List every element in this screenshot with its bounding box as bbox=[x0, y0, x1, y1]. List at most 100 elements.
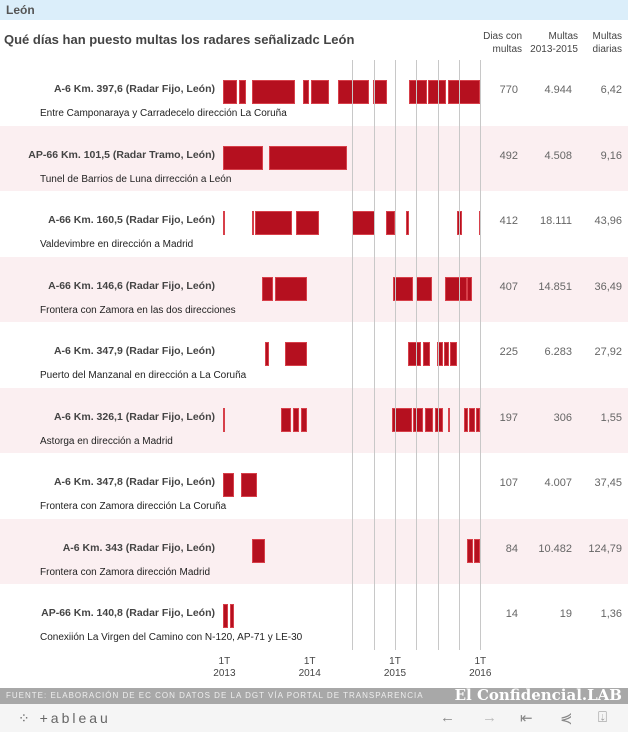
radar-location: Astorga en dirección a Madrid bbox=[40, 435, 173, 447]
fine-period-bar[interactable] bbox=[435, 407, 443, 432]
fine-period-bar[interactable] bbox=[469, 407, 476, 432]
fine-period-bar[interactable] bbox=[293, 407, 299, 432]
fine-period-bar[interactable] bbox=[447, 407, 451, 432]
multas-diarias: 9,16 bbox=[600, 149, 622, 162]
fine-period-bar[interactable] bbox=[222, 211, 226, 235]
fine-period-bar[interactable] bbox=[255, 211, 292, 235]
fine-period-bar[interactable] bbox=[261, 276, 273, 301]
fine-period-bar[interactable] bbox=[268, 145, 348, 170]
fine-period-bar[interactable] bbox=[391, 407, 413, 432]
fine-period-bar[interactable] bbox=[251, 538, 266, 563]
col-header-dias: Dias con multas bbox=[483, 30, 522, 56]
fine-period-bar[interactable] bbox=[229, 604, 234, 628]
fine-period-bar[interactable] bbox=[436, 342, 443, 366]
fine-period-bar[interactable] bbox=[464, 407, 469, 432]
fine-period-bar[interactable] bbox=[406, 211, 409, 235]
fine-period-bar[interactable] bbox=[447, 80, 481, 104]
dias-con-multas: 84 bbox=[505, 542, 518, 555]
dias-con-multas: 407 bbox=[499, 280, 518, 293]
radar-row[interactable]: A-66 Km. 146,6 (Radar Fijo, León) Fronter… bbox=[0, 256, 628, 322]
download-icon[interactable]: ⍗ bbox=[598, 709, 608, 726]
revert-icon[interactable]: ⇤ bbox=[520, 710, 533, 727]
fine-period-bar[interactable] bbox=[251, 211, 255, 235]
fine-period-bar[interactable] bbox=[466, 276, 472, 301]
radar-label: A-6 Km. 397,6 (Radar Fijo, León) bbox=[53, 83, 215, 95]
fine-period-bar[interactable] bbox=[393, 276, 413, 301]
fine-period-bar[interactable] bbox=[407, 342, 421, 366]
fine-period-bar[interactable] bbox=[424, 407, 433, 432]
col-header-line: Multas bbox=[592, 31, 622, 42]
radar-location: Entre Camponaraya y Carradecelo direcció… bbox=[40, 108, 287, 119]
col-header-line: diarias bbox=[592, 44, 622, 55]
fine-period-bar[interactable] bbox=[466, 538, 474, 563]
fine-period-bar[interactable] bbox=[265, 342, 269, 366]
radar-row[interactable]: A-66 Km. 160,5 (Radar Fijo, León) Valdevi… bbox=[0, 191, 628, 256]
redo-icon[interactable]: → bbox=[482, 709, 497, 726]
radar-row[interactable]: A-6 Km. 326,1 (Radar Fijo, León) Astorga … bbox=[0, 387, 628, 453]
fine-period-bar[interactable] bbox=[274, 276, 308, 301]
fine-period-bar[interactable] bbox=[337, 80, 370, 104]
fine-period-bar[interactable] bbox=[301, 407, 308, 432]
fine-period-bar[interactable] bbox=[302, 80, 309, 104]
tick-quarter: 1T bbox=[218, 656, 231, 667]
fine-period-bar[interactable] bbox=[311, 80, 330, 104]
fine-period-bar[interactable] bbox=[222, 145, 263, 170]
fine-period-bar[interactable] bbox=[412, 407, 424, 432]
fine-period-bar[interactable] bbox=[222, 407, 226, 432]
fine-period-bar[interactable] bbox=[476, 407, 481, 432]
col-header-line: Dias con bbox=[483, 31, 522, 42]
fine-period-bar[interactable] bbox=[478, 211, 481, 235]
radar-label: A-6 Km. 343 (Radar Fijo, León) bbox=[62, 541, 215, 554]
fine-period-bar[interactable] bbox=[372, 80, 388, 104]
radar-row[interactable]: AP-66 Km. 140,8 (Radar Fijo, León) Conexi… bbox=[0, 584, 628, 649]
tableau-logo-text: +ableau bbox=[39, 710, 111, 726]
fine-period-bar[interactable] bbox=[408, 80, 427, 104]
fine-period-bar[interactable] bbox=[280, 407, 291, 432]
fine-period-bar[interactable] bbox=[423, 342, 430, 366]
radar-label: A-6 Km. 347,9 (Radar Fijo, León) bbox=[53, 345, 215, 357]
share-icon[interactable]: ⋞ bbox=[560, 710, 573, 727]
multas-total: 306 bbox=[553, 411, 572, 424]
radar-label: A-66 Km. 146,6 (Radar Fijo, León) bbox=[48, 279, 215, 292]
fine-period-bar[interactable] bbox=[443, 342, 449, 366]
chart-title: Qué días han puesto multas los radares s… bbox=[4, 32, 355, 47]
undo-icon[interactable]: ← bbox=[440, 709, 455, 726]
radar-row[interactable]: A-6 Km. 343 (Radar Fijo, León) Frontera c… bbox=[0, 518, 628, 584]
tableau-logo[interactable]: ⁘ +ableau bbox=[18, 710, 111, 727]
fine-period-bar[interactable] bbox=[474, 538, 481, 563]
fine-period-bar[interactable] bbox=[222, 80, 238, 104]
dias-con-multas: 197 bbox=[499, 411, 518, 424]
radar-row[interactable]: A-6 Km. 347,8 (Radar Fijo, León) Frontera… bbox=[0, 453, 628, 518]
fine-period-bar[interactable] bbox=[238, 80, 246, 104]
radar-location: Frontera con Zamora dirección La Coruña bbox=[40, 501, 227, 512]
radar-label: A-6 Km. 347,8 (Radar Fijo, León) bbox=[53, 476, 215, 488]
multas-total: 19 bbox=[559, 608, 572, 620]
radar-row[interactable]: A-6 Km. 347,9 (Radar Fijo, León) Puerto d… bbox=[0, 322, 628, 387]
fine-period-bar[interactable] bbox=[222, 473, 234, 497]
radar-row[interactable]: A-6 Km. 397,6 (Radar Fijo, León) Entre Ca… bbox=[0, 60, 628, 125]
fine-period-bar[interactable] bbox=[416, 276, 432, 301]
fine-period-bar[interactable] bbox=[296, 211, 320, 235]
radar-location: Conexiión La Virgen del Camino con N-120… bbox=[40, 632, 303, 643]
radar-label: A-66 Km. 160,5 (Radar Fijo, León) bbox=[48, 214, 215, 226]
fine-period-bar[interactable] bbox=[352, 211, 376, 235]
fine-period-bar[interactable] bbox=[385, 211, 395, 235]
multas-total: 18.111 bbox=[539, 215, 572, 227]
fine-period-bar[interactable] bbox=[222, 604, 228, 628]
dias-con-multas: 412 bbox=[499, 215, 518, 227]
fine-period-bar[interactable] bbox=[457, 211, 463, 235]
radar-location: Valdevimbre en dirección a Madrid bbox=[40, 239, 194, 250]
tableau-icon: ⁘ bbox=[18, 710, 40, 726]
radar-row[interactable]: AP-66 Km. 101,5 (Radar Tramo, León) Tunel… bbox=[0, 125, 628, 191]
brand-logo: El Confidencial.LAB bbox=[454, 686, 622, 704]
fine-period-bar[interactable] bbox=[284, 342, 308, 366]
fine-period-bar[interactable] bbox=[428, 80, 447, 104]
col-header-multas: Multas 2013-2015 bbox=[530, 30, 578, 56]
multas-diarias: 1,55 bbox=[600, 411, 622, 424]
fine-period-bar[interactable] bbox=[251, 80, 296, 104]
fine-period-bar[interactable] bbox=[450, 342, 458, 366]
fine-period-bar[interactable] bbox=[240, 473, 257, 497]
tick-year: 2016 bbox=[469, 668, 492, 679]
fine-period-bar[interactable] bbox=[445, 276, 467, 301]
multas-diarias: 36,49 bbox=[594, 280, 622, 293]
